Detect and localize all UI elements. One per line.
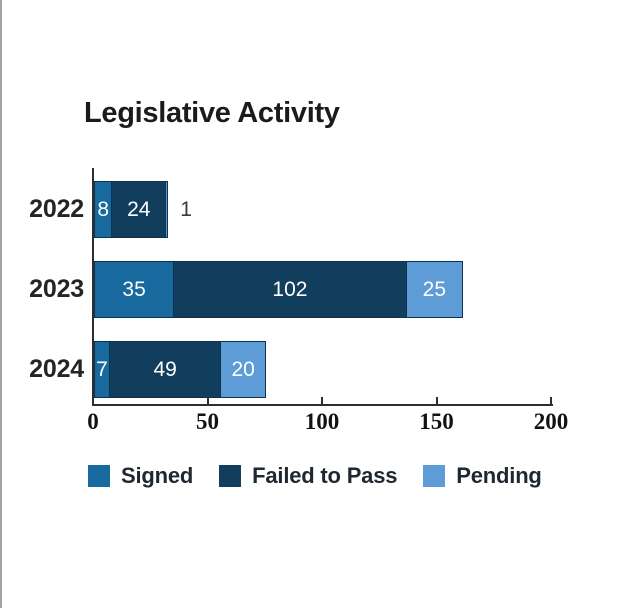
bar-segment-signed: 8: [94, 181, 113, 238]
category-label: 2023: [29, 275, 84, 303]
legend-label: Pending: [456, 463, 542, 488]
axis-tick: [435, 397, 438, 404]
legend-swatch-pending: [423, 465, 446, 487]
bar-segment-signed: 7: [94, 341, 111, 398]
value-label: 20: [231, 357, 255, 381]
legend-item-pending: Pending: [423, 463, 542, 489]
axis-tick: [206, 397, 209, 404]
bar-segment-pending: [165, 181, 169, 238]
legend-label: Failed to Pass: [252, 463, 398, 488]
category-label: 2022: [29, 195, 84, 223]
bar-row-2023: 2023 35 102 25: [0, 261, 640, 318]
axis-tick: [550, 397, 552, 404]
legend-swatch-signed: [88, 465, 110, 487]
axis-tick-label: 200: [533, 409, 569, 434]
bar-segment-pending: 25: [405, 261, 463, 318]
stacked-bar: 7 49 20: [94, 341, 267, 398]
value-label: 7: [96, 357, 108, 381]
legend-label: Signed: [121, 463, 194, 488]
x-axis-line: [92, 404, 553, 406]
value-label: 49: [153, 357, 177, 381]
value-label: 8: [97, 197, 109, 221]
category-label: 2024: [29, 355, 84, 383]
axis-tick: [321, 397, 323, 404]
bar-row-2022: 2022 8 24 1: [0, 181, 640, 238]
bar-segment-failed-to-pass: 24: [111, 181, 167, 238]
bar-segment-pending: 20: [220, 341, 267, 398]
legend-item-failed-to-pass: Failed to Pass: [219, 463, 397, 489]
value-label: 24: [127, 197, 151, 221]
legend: Signed Failed to Pass Pending: [88, 463, 542, 489]
page-left-edge: [0, 0, 2, 608]
bar-segment-failed-to-pass: 102: [173, 261, 407, 318]
bar-segment-failed-to-pass: 49: [109, 341, 222, 398]
axis-tick-label: 50: [196, 409, 219, 434]
legend-swatch-failed-to-pass: [219, 465, 242, 487]
legend-item-signed: Signed: [88, 463, 193, 489]
outside-value-label: 1: [180, 197, 192, 221]
bar-segment-signed: 35: [94, 261, 175, 318]
stacked-bar: 8 24: [94, 181, 169, 238]
value-label: 102: [272, 277, 308, 301]
chart-title: Legislative Activity: [84, 97, 340, 129]
bar-row-2024: 2024 7 49 20: [0, 341, 640, 398]
value-label: 35: [122, 277, 146, 301]
stacked-bar: 35 102 25: [94, 261, 463, 318]
axis-tick-label: 100: [304, 409, 340, 434]
value-label: 25: [422, 277, 447, 301]
axis-tick-label: 150: [419, 409, 454, 434]
axis-tick-label: 0: [87, 409, 99, 434]
y-axis-line: [92, 168, 94, 406]
